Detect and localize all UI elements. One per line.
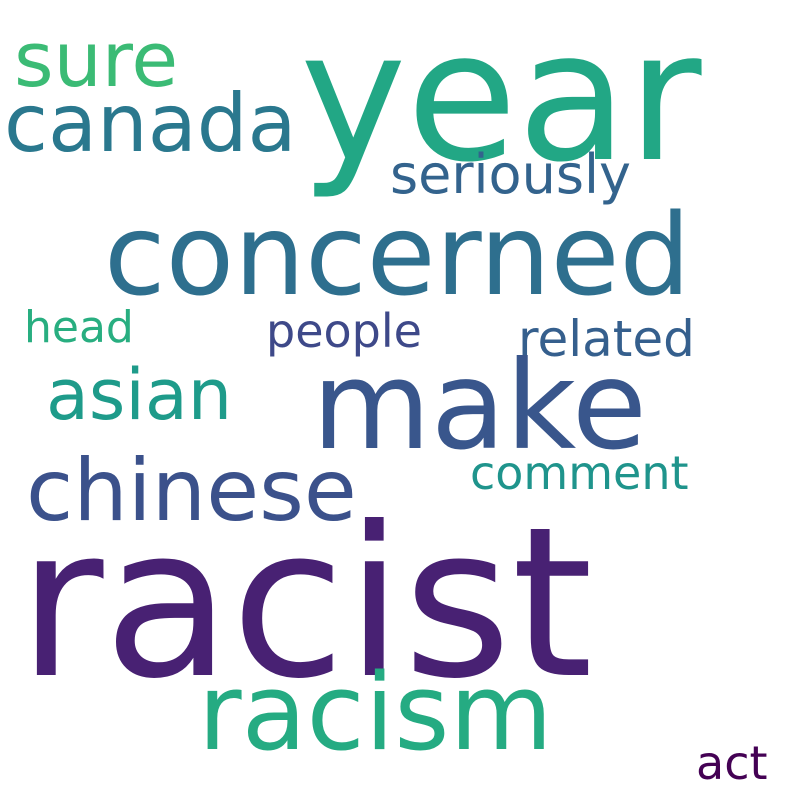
word-canada: canada — [4, 77, 297, 170]
word-racism: racism — [198, 651, 553, 774]
word-head: head — [24, 302, 134, 353]
word-chinese: chinese — [26, 441, 357, 541]
word-seriously: seriously — [390, 143, 631, 206]
word-year: year — [300, 0, 702, 202]
word-asian: asian — [46, 354, 233, 436]
word-people: people — [266, 304, 422, 358]
word-comment: comment — [470, 446, 689, 500]
word-concerned: concerned — [104, 191, 691, 321]
word-racist: racist — [18, 483, 594, 725]
word-related: related — [518, 310, 695, 368]
word-act: act — [696, 736, 768, 790]
word-make: make — [312, 335, 647, 477]
word-sure: sure — [14, 15, 179, 104]
